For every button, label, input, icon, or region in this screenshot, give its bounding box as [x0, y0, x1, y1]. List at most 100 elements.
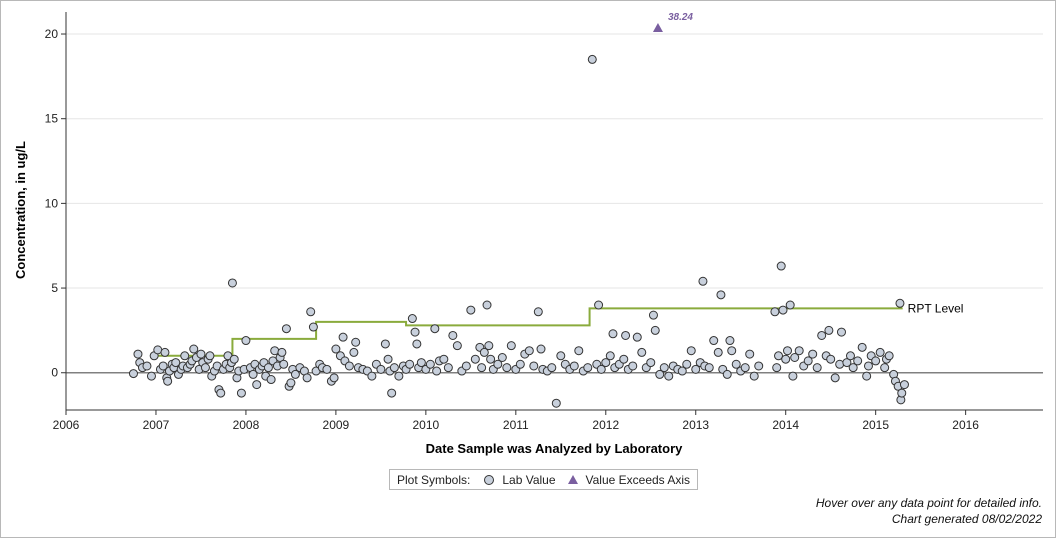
- lab-value-point: [277, 347, 287, 357]
- lab-value-point: [432, 366, 442, 376]
- lab-value-point: [824, 325, 834, 335]
- lab-value-point: [596, 364, 606, 374]
- lab-value-point: [128, 369, 138, 379]
- lab-value-point: [322, 364, 332, 374]
- lab-value-point: [899, 380, 909, 390]
- lab-value-point: [383, 354, 393, 364]
- lab-value-point: [691, 364, 701, 374]
- lab-value-point: [770, 307, 780, 317]
- y-tick-label: 15: [45, 112, 59, 126]
- lab-value-point: [655, 369, 665, 379]
- lab-value-point: [749, 371, 759, 381]
- lab-value-point: [376, 364, 386, 374]
- lab-value-point: [608, 329, 618, 339]
- lab-value-point: [380, 339, 390, 349]
- triangle-icon: [567, 475, 578, 484]
- generated-date: Chart generated 08/02/2022: [891, 512, 1042, 526]
- lab-value-point: [727, 346, 737, 356]
- lab-value-point: [745, 349, 755, 359]
- x-tick-label: 2008: [233, 418, 260, 432]
- y-tick-label: 0: [51, 366, 58, 380]
- lab-value-point: [133, 349, 143, 359]
- lab-value-point: [781, 354, 791, 364]
- lab-value-point: [270, 346, 280, 356]
- lab-value-point: [486, 354, 496, 364]
- y-tick-label: 10: [45, 196, 59, 210]
- lab-value-point: [425, 359, 435, 369]
- lab-value-point: [338, 332, 348, 342]
- lab-value-point: [812, 363, 822, 373]
- lab-value-point: [200, 363, 210, 373]
- lab-value-point: [583, 363, 593, 373]
- lab-value-point: [266, 375, 276, 385]
- lab-value-point: [774, 351, 784, 361]
- x-tick-label: 2014: [772, 418, 799, 432]
- exceeds-axis-marker: [652, 23, 663, 32]
- lab-value-point: [682, 359, 692, 369]
- lab-value-point: [713, 347, 723, 357]
- y-tick-label: 20: [45, 27, 59, 41]
- lab-value-point: [493, 359, 503, 369]
- lab-value-point: [619, 354, 629, 364]
- lab-value-point: [788, 371, 798, 381]
- lab-value-point: [646, 358, 656, 368]
- lab-value-point: [863, 361, 873, 371]
- legend-title: Plot Symbols:: [397, 472, 471, 487]
- lab-value-point: [205, 351, 215, 361]
- lab-value-point: [648, 310, 658, 320]
- x-tick-label: 2016: [952, 418, 979, 432]
- lab-value-point: [329, 373, 339, 383]
- lab-value-point: [862, 371, 872, 381]
- lab-value-point: [698, 276, 708, 286]
- x-tick-label: 2007: [143, 418, 170, 432]
- lab-value-point: [229, 354, 239, 364]
- y-axis-title: Concentration, in ug/L: [13, 141, 28, 279]
- lab-value-point: [533, 307, 543, 317]
- lab-value-point: [875, 347, 885, 357]
- lab-value-point: [704, 363, 714, 373]
- lab-value-point: [367, 371, 377, 381]
- lab-value-point: [754, 361, 764, 371]
- lab-value-point: [835, 359, 845, 369]
- lab-value-point: [470, 354, 480, 364]
- lab-value-point: [709, 336, 719, 346]
- lab-value-point: [180, 351, 190, 361]
- lab-value-point: [349, 347, 359, 357]
- lab-value-point: [817, 330, 827, 340]
- lab-value-point: [536, 344, 546, 354]
- lab-value-point: [632, 332, 642, 342]
- x-tick-label: 2006: [53, 418, 80, 432]
- legend-label-lab-value: Lab Value: [502, 472, 556, 487]
- circle-icon: [484, 474, 495, 485]
- lab-value-point: [410, 327, 420, 337]
- lab-value-point: [515, 359, 525, 369]
- lab-value-point: [308, 322, 318, 332]
- lab-value-point: [477, 363, 487, 373]
- lab-value-point: [569, 361, 579, 371]
- lab-value-point: [778, 305, 788, 315]
- lab-value-point: [252, 380, 262, 390]
- lab-value-point: [857, 342, 867, 352]
- lab-value-point: [263, 363, 273, 373]
- lab-value-point: [776, 261, 786, 271]
- lab-value-point: [351, 337, 361, 347]
- lab-value-point: [686, 346, 696, 356]
- lab-value-point: [302, 373, 312, 383]
- lab-value-point: [529, 361, 539, 371]
- lab-value-point: [497, 352, 507, 362]
- lab-value-point: [189, 344, 199, 354]
- lab-value-point: [344, 361, 354, 371]
- lab-value-point: [551, 398, 561, 408]
- lab-value-point: [416, 358, 426, 368]
- lab-value-point: [884, 351, 894, 361]
- lab-value-point: [216, 388, 226, 398]
- lab-value-point: [158, 361, 168, 371]
- lab-value-point: [163, 376, 173, 386]
- x-tick-label: 2009: [323, 418, 350, 432]
- x-tick-label: 2012: [592, 418, 619, 432]
- x-axis-title: Date Sample was Analyzed by Laboratory: [426, 441, 683, 456]
- lab-value-point: [412, 339, 422, 349]
- lab-value-point: [848, 363, 858, 373]
